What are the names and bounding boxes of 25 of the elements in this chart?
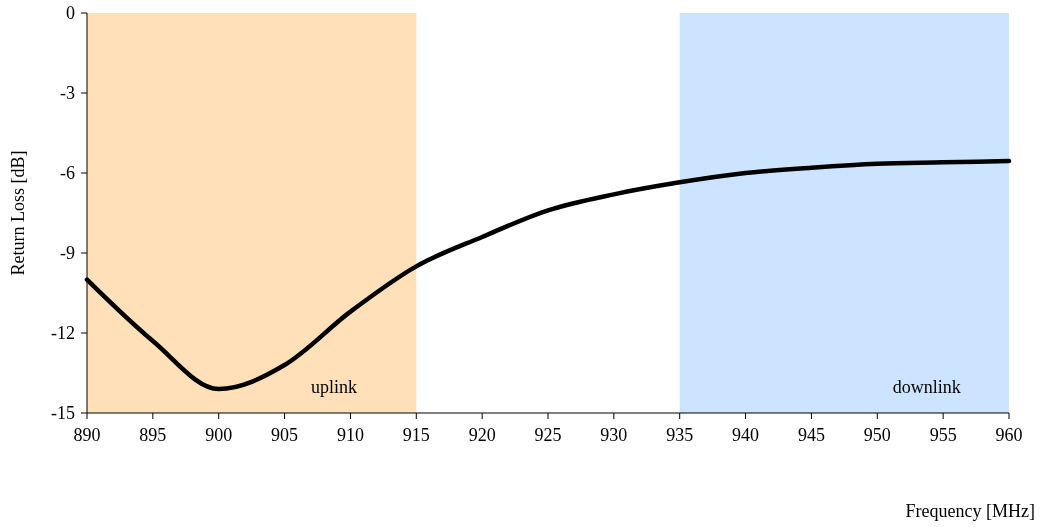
y-tick-label: -3 bbox=[60, 83, 75, 104]
y-axis-title: Return Loss [dB] bbox=[8, 150, 28, 276]
x-tick-label: 940 bbox=[732, 425, 760, 445]
y-tick-label: -15 bbox=[51, 403, 75, 424]
x-tick-label: 910 bbox=[336, 425, 364, 445]
y-tick-label: -12 bbox=[51, 323, 75, 344]
band-label: uplink bbox=[310, 377, 357, 397]
x-tick-label: 955 bbox=[929, 425, 957, 445]
x-tick-label: 960 bbox=[995, 425, 1023, 445]
y-tick-label: -6 bbox=[60, 163, 75, 184]
y-tick-label: -9 bbox=[60, 243, 75, 264]
x-tick-label: 895 bbox=[139, 425, 167, 445]
x-tick-label: 950 bbox=[863, 425, 891, 445]
x-tick-label: 890 bbox=[73, 425, 101, 445]
x-tick-label: 915 bbox=[402, 425, 430, 445]
x-axis-title: Frequency [MHz] bbox=[905, 501, 1035, 521]
y-tick-label: 0 bbox=[66, 3, 75, 24]
x-tick-label: 925 bbox=[534, 425, 562, 445]
x-tick-label: 945 bbox=[797, 425, 825, 445]
x-tick-label: 920 bbox=[468, 425, 496, 445]
x-tick-label: 935 bbox=[666, 425, 694, 445]
band-label: downlink bbox=[892, 377, 961, 397]
x-tick-label: 905 bbox=[271, 425, 299, 445]
x-tick-label: 930 bbox=[600, 425, 628, 445]
x-tick-label: 900 bbox=[205, 425, 233, 445]
